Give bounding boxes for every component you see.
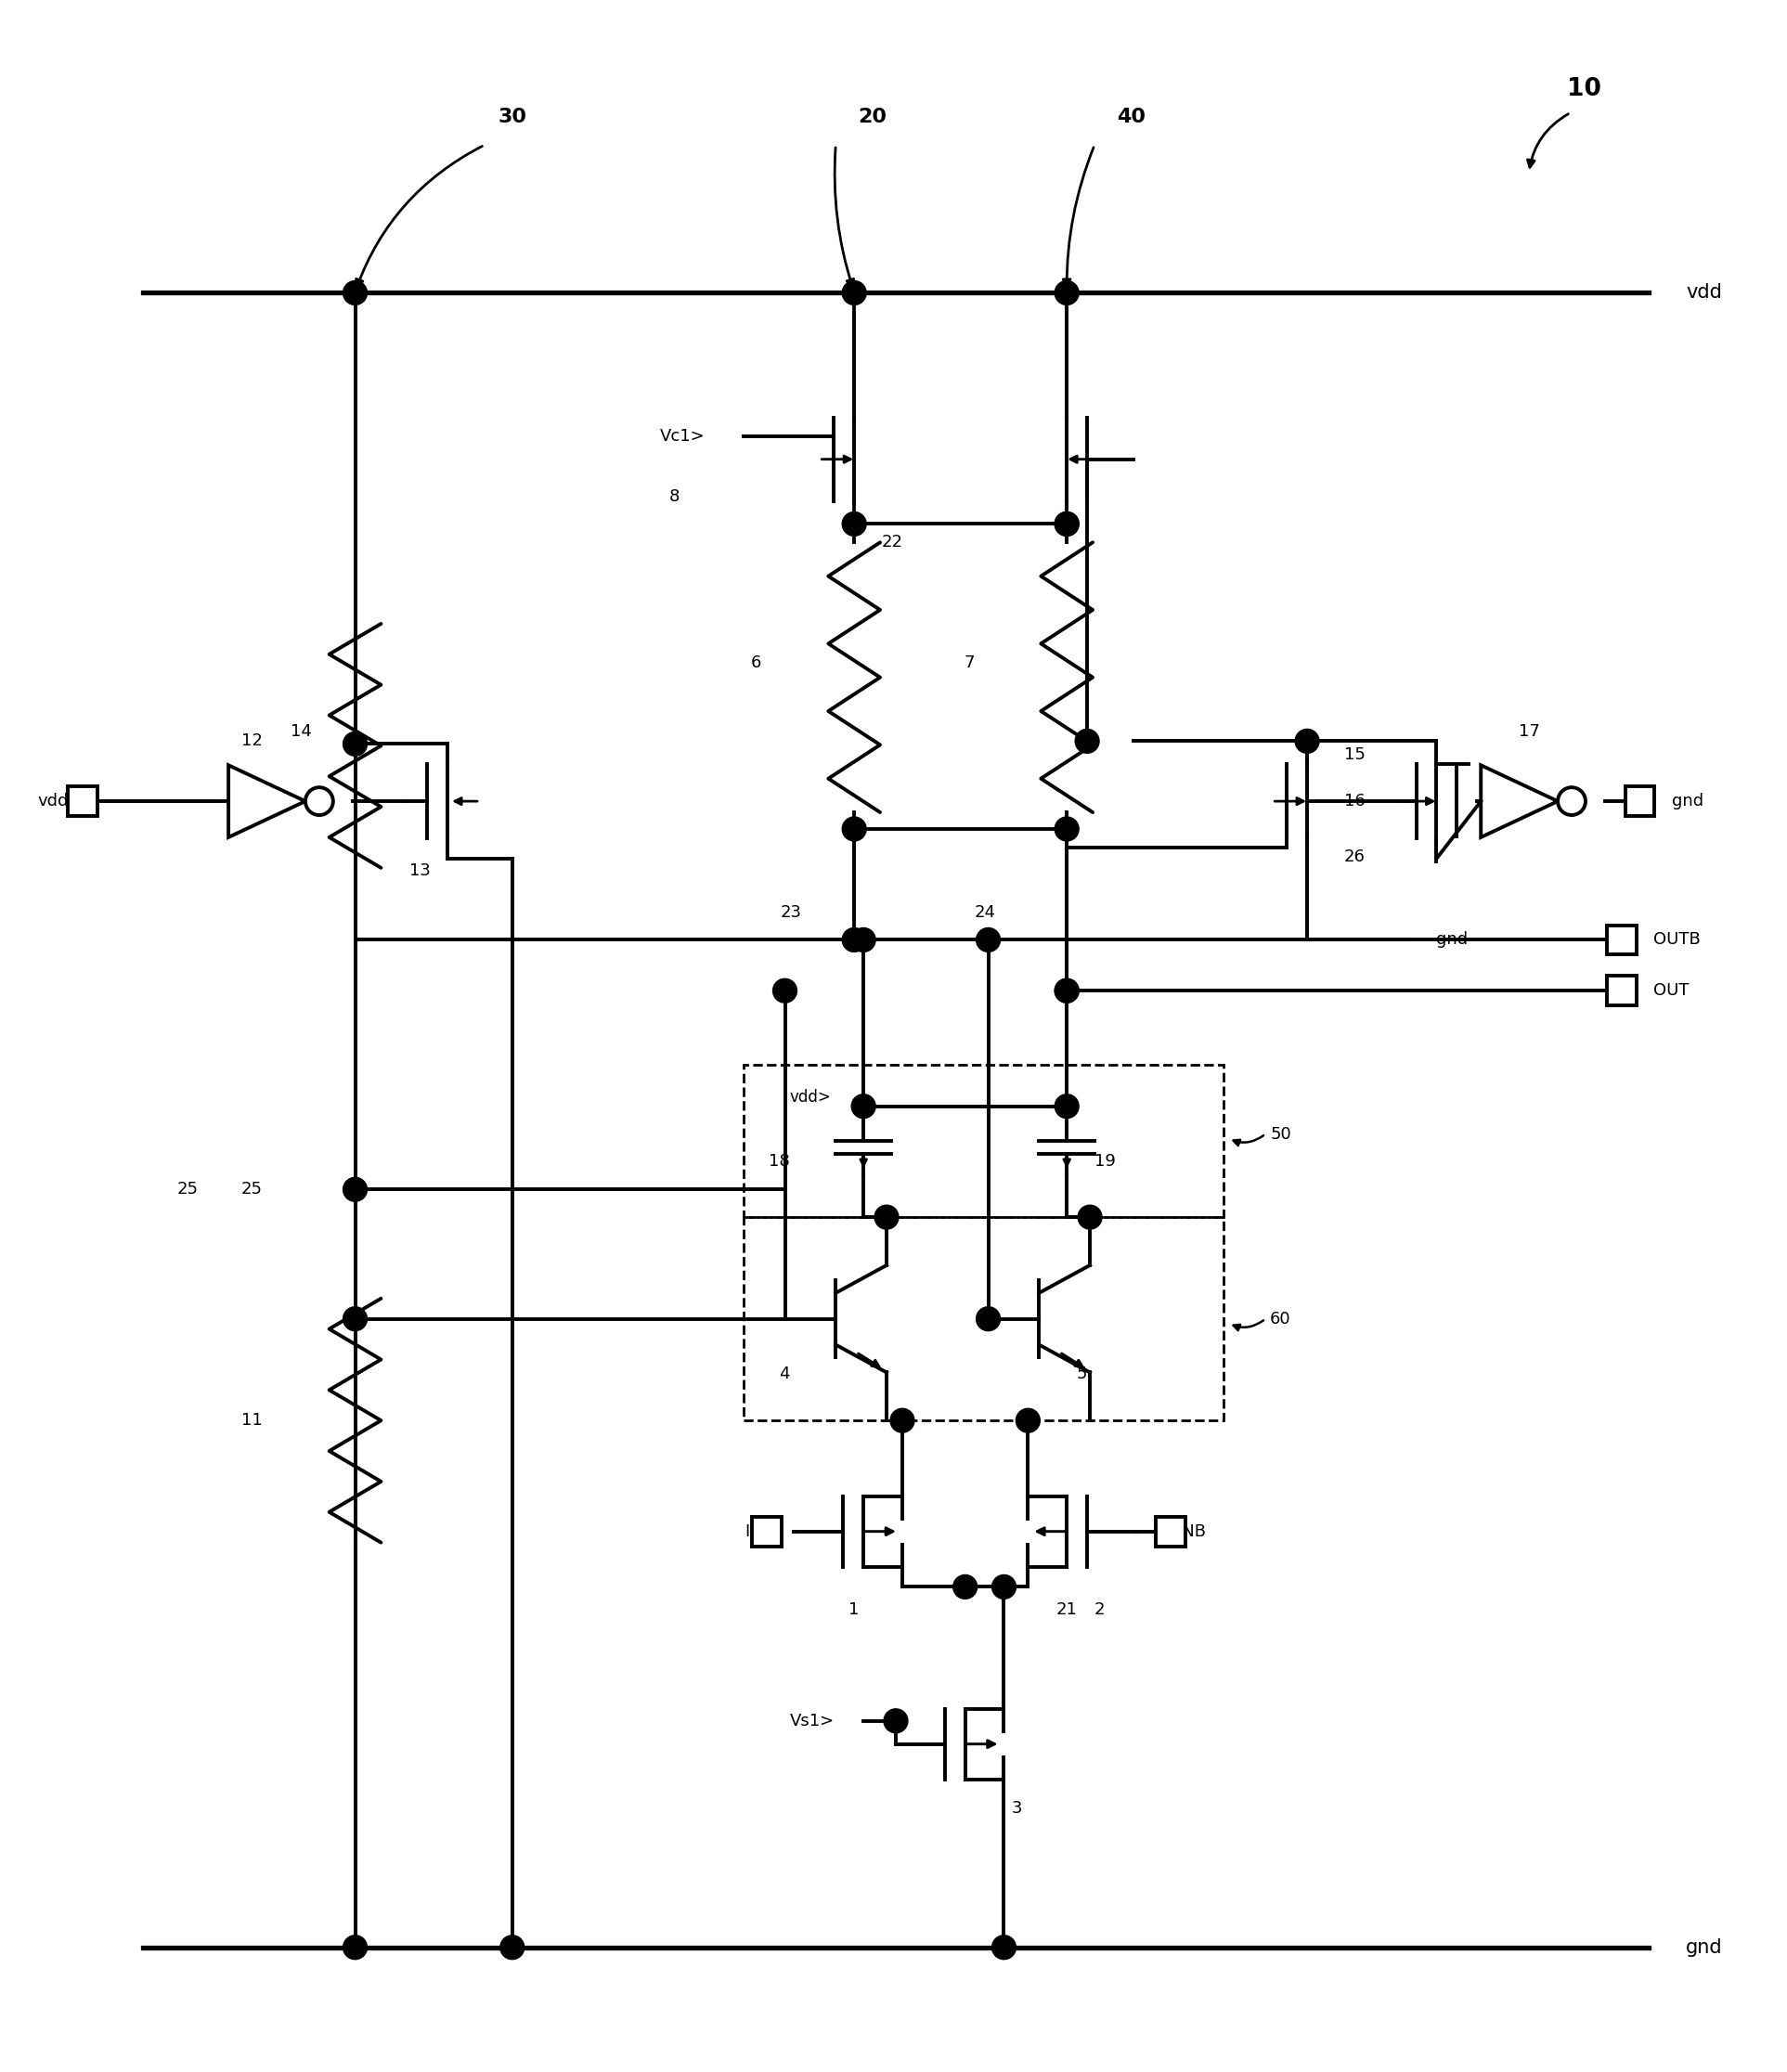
Text: gnd: gnd [1687, 1937, 1723, 1956]
Circle shape [343, 282, 366, 305]
Circle shape [343, 1177, 366, 1202]
Circle shape [851, 1094, 876, 1119]
Circle shape [842, 282, 867, 305]
Text: 15: 15 [1344, 746, 1365, 762]
Circle shape [890, 1409, 915, 1432]
Text: OUTB: OUTB [1653, 932, 1701, 949]
Text: 20: 20 [858, 108, 886, 126]
Circle shape [874, 1206, 899, 1229]
Circle shape [885, 1709, 908, 1732]
Text: 5: 5 [1076, 1365, 1086, 1382]
Text: 17: 17 [1519, 723, 1540, 740]
Bar [1624, 787, 1655, 816]
Circle shape [1054, 282, 1079, 305]
Text: OUT: OUT [1653, 982, 1689, 999]
Circle shape [952, 1575, 977, 1600]
Circle shape [1078, 1206, 1103, 1229]
Circle shape [306, 787, 332, 814]
Polygon shape [229, 765, 306, 837]
Circle shape [842, 816, 867, 841]
Bar [1607, 924, 1637, 955]
Bar [743, 1216, 1224, 1421]
Circle shape [842, 512, 867, 537]
Circle shape [1054, 512, 1079, 537]
Text: 50: 50 [1271, 1125, 1292, 1142]
Text: IN: IN [745, 1523, 761, 1539]
Text: 6: 6 [751, 655, 761, 671]
Circle shape [1054, 512, 1079, 537]
Text: 10: 10 [1567, 77, 1601, 102]
Circle shape [976, 1307, 1001, 1330]
Circle shape [1054, 1094, 1079, 1119]
Bar [1156, 1517, 1185, 1546]
Text: 22: 22 [883, 535, 902, 551]
Text: 25: 25 [241, 1181, 263, 1198]
Text: gnd: gnd [1673, 794, 1703, 810]
Bar [743, 1065, 1224, 1216]
Text: 60: 60 [1271, 1310, 1292, 1328]
Bar [68, 787, 96, 816]
Text: 16: 16 [1344, 794, 1365, 810]
Circle shape [1054, 816, 1079, 841]
Circle shape [1558, 787, 1585, 814]
Circle shape [500, 1935, 524, 1960]
Circle shape [1017, 1409, 1040, 1432]
Circle shape [1076, 729, 1099, 752]
Circle shape [851, 928, 876, 951]
Text: vdd: vdd [1687, 284, 1723, 303]
Text: 19: 19 [1094, 1154, 1115, 1171]
Circle shape [992, 1935, 1017, 1960]
Bar [1607, 976, 1637, 1005]
Text: 12: 12 [241, 733, 263, 750]
Text: 24: 24 [974, 903, 995, 920]
Text: gnd: gnd [1437, 932, 1469, 949]
Circle shape [343, 1935, 366, 1960]
Text: 3: 3 [1011, 1801, 1022, 1817]
Text: Vs1>: Vs1> [790, 1714, 835, 1730]
Text: INB: INB [1178, 1523, 1206, 1539]
Text: 7: 7 [963, 655, 974, 671]
Text: 2: 2 [1094, 1602, 1104, 1618]
Circle shape [976, 928, 1001, 951]
Text: 4: 4 [779, 1365, 790, 1382]
Text: 8: 8 [670, 487, 679, 506]
Text: 13: 13 [409, 862, 431, 879]
Text: Vc1>: Vc1> [659, 427, 706, 445]
Text: 25: 25 [177, 1181, 198, 1198]
Text: 40: 40 [1117, 108, 1145, 126]
Bar [752, 1517, 781, 1546]
Circle shape [343, 1307, 366, 1330]
Text: vdd: vdd [38, 794, 68, 810]
Text: 30: 30 [499, 108, 527, 126]
Circle shape [1054, 978, 1079, 1003]
Text: 18: 18 [768, 1154, 790, 1171]
Circle shape [1296, 729, 1319, 752]
Text: 14: 14 [291, 723, 311, 740]
Text: 21: 21 [1056, 1602, 1078, 1618]
Text: vdd>: vdd> [790, 1088, 831, 1104]
Text: 11: 11 [241, 1413, 263, 1430]
Circle shape [343, 731, 366, 756]
Text: 23: 23 [781, 903, 802, 920]
Text: 1: 1 [849, 1602, 860, 1618]
Circle shape [774, 978, 797, 1003]
Circle shape [1054, 978, 1079, 1003]
Circle shape [992, 1575, 1017, 1600]
Text: 26: 26 [1344, 847, 1365, 864]
Circle shape [842, 928, 867, 951]
Polygon shape [1481, 765, 1558, 837]
